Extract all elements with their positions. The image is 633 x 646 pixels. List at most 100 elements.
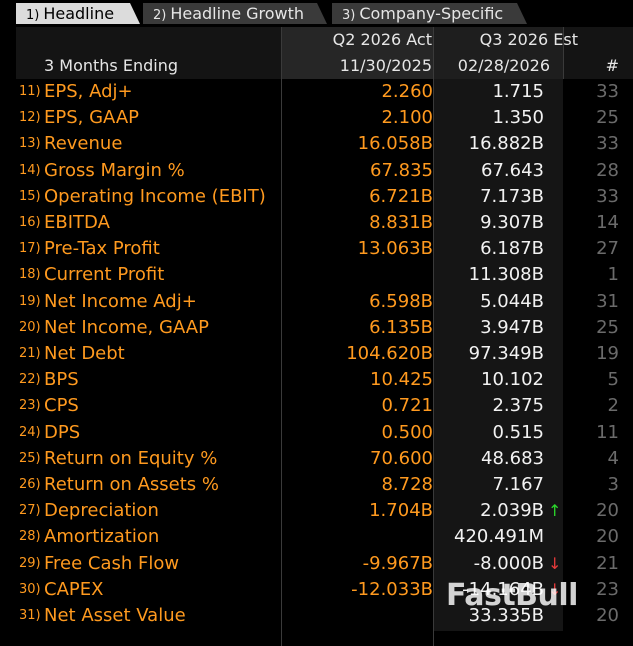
metric-row[interactable]: 11) EPS, Adj+ 2.260 1.715 33 [0, 79, 633, 105]
metric-row[interactable]: 19) Net Income Adj+ 6.598B 5.044B 31 [0, 289, 633, 315]
metric-row[interactable]: 17) Pre-Tax Profit 13.063B 6.187B 27 [0, 236, 633, 262]
metric-row[interactable]: 24) DPS 0.500 0.515 11 [0, 420, 633, 446]
arrow-up-icon: ↑ [548, 501, 562, 521]
tab-number: 2) [153, 8, 167, 23]
metric-label: Revenue [44, 133, 123, 155]
actual-value: 0.721 [381, 395, 433, 417]
arrow-down-icon: ↓ [548, 579, 562, 599]
metric-label: Current Profit [44, 264, 165, 286]
actual-value: 2.100 [381, 107, 433, 129]
row-number: 30) [19, 581, 41, 597]
actual-value: 6.721B [369, 185, 433, 207]
metric-row[interactable]: 13) Revenue 16.058B 16.882B 33 [0, 131, 633, 157]
tab-headline-growth[interactable]: 2) Headline Growth [143, 3, 327, 24]
metric-row[interactable]: 15) Operating Income (EBIT) 6.721B 7.173B 33 [0, 184, 633, 210]
actual-value: 67.835 [370, 159, 433, 181]
actual-value: 2.260 [381, 81, 433, 102]
metric-label: EPS, GAAP [44, 107, 140, 129]
metric-row[interactable]: 31) Net Asset Value 33.335B 20 [0, 603, 633, 629]
metric-label: Net Income, GAAP [44, 316, 209, 338]
metric-row[interactable]: 28) Amortization 420.491M 20 [0, 524, 633, 550]
estimate-count: 14 [596, 212, 619, 233]
estimate-value: 48.683 [481, 447, 544, 469]
actual-value: 6.598B [369, 290, 433, 312]
metric-row[interactable]: 22) BPS 10.425 10.102 5 [0, 367, 633, 393]
tab-company-specific[interactable]: 3) Company-Specific [332, 3, 527, 24]
tab-label: Company-Specific [359, 4, 504, 23]
metric-row[interactable]: 23) CPS 0.721 2.375 2 [0, 393, 633, 419]
metric-label: Return on Assets % [44, 474, 219, 495]
tab-number: 3) [342, 8, 356, 23]
tab-bar: 1) Headline 2) Headline Growth 3) Company-S… [0, 0, 633, 27]
actual-value: -9.967B [362, 552, 433, 574]
metric-label: Operating Income (EBIT) [44, 185, 266, 207]
tab-headline[interactable]: 1) Headline [16, 3, 140, 24]
metric-row[interactable]: 27) Depreciation 1.704B 2.039B 20 ↑ [0, 498, 633, 524]
est-header-bg [433, 27, 563, 79]
estimate-value: 67.643 [481, 159, 544, 181]
estimate-count: 19 [596, 343, 619, 364]
watermark: FastBull [446, 578, 578, 613]
column-divider [433, 27, 434, 646]
estimate-count: 27 [596, 238, 619, 260]
actual-value: 13.063B [357, 238, 433, 260]
metric-label: CAPEX [44, 578, 104, 600]
metric-label: EPS, Adj+ [44, 81, 133, 102]
row-number: 26) [19, 477, 41, 492]
metric-label: CPS [44, 395, 79, 417]
estimate-value: 7.167 [492, 474, 544, 495]
metric-row[interactable]: 20) Net Income, GAAP 6.135B 3.947B 25 [0, 315, 633, 341]
estimate-column-bg [433, 79, 563, 631]
metric-label: EBITDA [44, 212, 110, 233]
metric-row[interactable]: 30) CAPEX -12.033B -14.164B 23 ↓ [0, 577, 633, 603]
column-divider [281, 27, 282, 646]
tab-label: Headline Growth [170, 4, 305, 23]
est-period-header[interactable]: Q3 2026 Est [479, 30, 578, 49]
estimate-count: 33 [596, 81, 619, 102]
estimate-value: 1.715 [492, 81, 544, 102]
estimate-value: 6.187B [480, 238, 544, 260]
metric-label: DPS [44, 421, 81, 443]
estimate-value: 16.882B [468, 133, 544, 155]
act-header-bg [282, 27, 433, 79]
metric-row[interactable]: 12) EPS, GAAP 2.100 1.350 25 [0, 105, 633, 131]
estimate-count: 23 [596, 578, 619, 600]
column-divider [563, 27, 564, 79]
metric-row[interactable]: 14) Gross Margin % 67.835 67.643 28 [0, 158, 633, 184]
actual-value: 70.600 [370, 447, 433, 469]
metric-label: Depreciation [44, 500, 159, 522]
actual-value: 6.135B [369, 316, 433, 338]
estimate-count: 2 [607, 395, 619, 417]
metric-label: Net Debt [44, 343, 125, 364]
row-number: 17) [19, 241, 41, 257]
estimate-count: 31 [596, 290, 619, 312]
actual-value: 16.058B [357, 133, 433, 155]
metric-row[interactable]: 16) EBITDA 8.831B 9.307B 14 [0, 210, 633, 236]
tab-label: Headline [43, 4, 115, 23]
count-header: # [605, 56, 619, 75]
metric-row[interactable]: 25) Return on Equity % 70.600 48.683 4 [0, 446, 633, 472]
metric-label: Pre-Tax Profit [44, 238, 160, 260]
estimate-count: 3 [607, 474, 619, 495]
estimate-count: 20 [596, 605, 619, 626]
metric-row[interactable]: 26) Return on Assets % 8.728 7.167 3 [0, 472, 633, 498]
metric-row[interactable]: 18) Current Profit 11.308B 1 [0, 262, 633, 288]
estimate-value: 10.102 [481, 369, 544, 391]
row-number: 18) [19, 267, 41, 283]
row-number: 16) [19, 215, 41, 230]
estimate-value: 11.308B [468, 264, 544, 286]
period-row-label: 3 Months Ending [44, 56, 178, 75]
estimate-count: 25 [596, 107, 619, 129]
act-period-header[interactable]: Q2 2026 Act [332, 30, 432, 49]
estimate-count: 20 [596, 526, 619, 548]
estimate-value: -8.000B [473, 552, 544, 574]
metric-row[interactable]: 21) Net Debt 104.620B 97.349B 19 [0, 341, 633, 367]
est-date-header: 02/28/2026 [457, 56, 550, 75]
actual-value: 1.704B [369, 500, 433, 522]
actual-value: 10.425 [370, 369, 433, 391]
metric-row[interactable]: 29) Free Cash Flow -9.967B -8.000B 21 ↓ [0, 551, 633, 577]
estimate-value: 0.515 [492, 421, 544, 443]
estimate-count: 21 [596, 552, 619, 574]
row-number: 19) [19, 293, 41, 309]
metric-label: Net Income Adj+ [44, 290, 197, 312]
